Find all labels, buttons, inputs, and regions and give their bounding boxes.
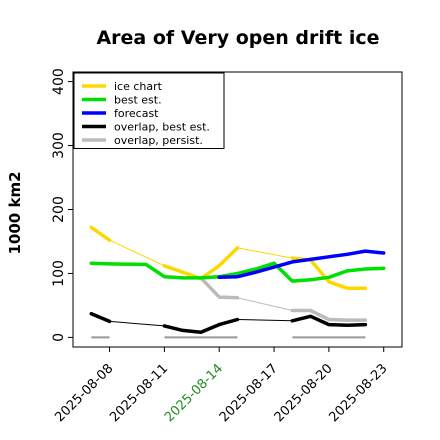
overlap-persist-line <box>199 276 240 300</box>
legend-label: ice chart <box>114 80 163 93</box>
x-axis: 2025-08-082025-08-112025-08-142025-08-17… <box>52 347 391 425</box>
y-axis-label: 1000 km2 <box>6 171 24 254</box>
overlap-best-est-line <box>290 314 368 328</box>
x-tick-label: 2025-08-14 <box>162 361 226 425</box>
x-tick-label: 2025-08-08 <box>52 361 116 425</box>
best-est-line <box>89 261 386 283</box>
series-lines <box>89 225 386 335</box>
overlap-best-est-thin-segment <box>237 319 293 322</box>
overlap-best-est-line <box>162 324 203 335</box>
y-tick-label: 300 <box>51 132 67 159</box>
y-tick-label: 200 <box>51 196 67 223</box>
y-axis: 0 100 200 300 400 <box>51 68 73 342</box>
y-tick-label: 100 <box>51 260 67 287</box>
ice-chart-line <box>89 225 112 242</box>
overlap-best-est-line <box>199 317 240 335</box>
overlap-best-est-line <box>89 311 112 324</box>
x-tick-label: 2025-08-17 <box>217 361 281 425</box>
x-tick-label: 2025-08-20 <box>272 361 336 425</box>
forecast-line <box>217 249 386 280</box>
legend-label: forecast <box>114 107 159 120</box>
y-tick-label: 0 <box>51 333 67 342</box>
overlap-best-est-thin-segment <box>109 320 165 327</box>
chart-title: Area of Very open drift ice <box>96 27 379 49</box>
legend-label: best est. <box>114 94 162 107</box>
x-tick-label: 2025-08-11 <box>107 361 171 425</box>
y-tick-label: 400 <box>51 68 67 95</box>
overlap-persist-line <box>290 308 368 322</box>
legend-label: overlap, best est. <box>114 121 210 134</box>
ice-chart-line <box>199 246 240 281</box>
overlap-persist-thin-segment <box>237 297 293 311</box>
legend-label: overlap, persist. <box>114 134 203 147</box>
ice-chart-line <box>290 256 368 290</box>
x-tick-label: 2025-08-23 <box>327 361 391 425</box>
ice-chart-thin-segment <box>237 247 293 259</box>
ice-chart-thin-segment <box>109 239 165 267</box>
